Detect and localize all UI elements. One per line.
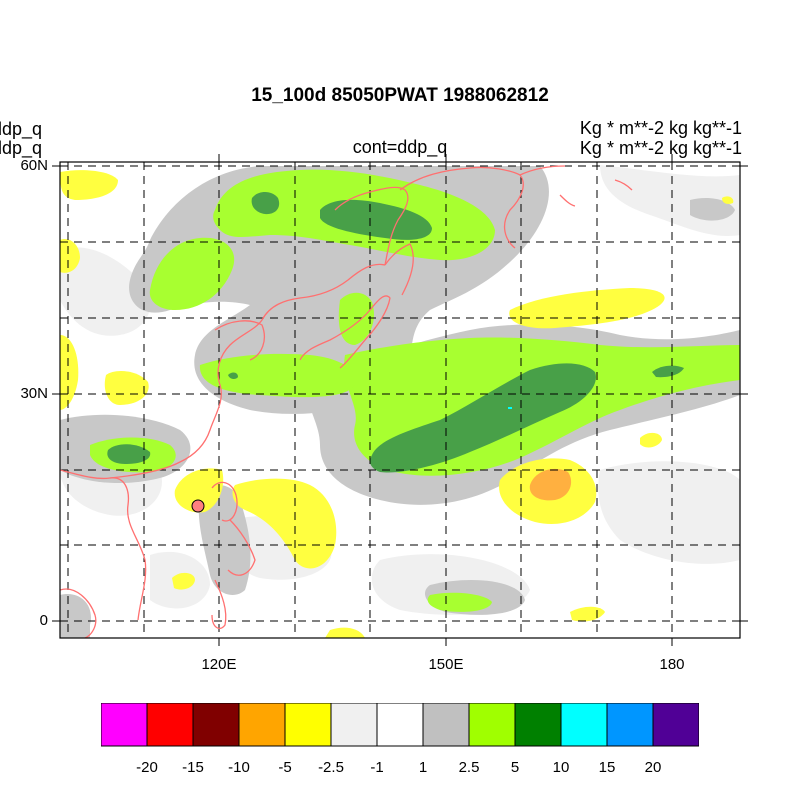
y-tick-label-60n: 60N: [20, 157, 48, 174]
colorbar-label: 5: [510, 759, 520, 776]
contour-map: [52, 154, 748, 646]
station-marker[interactable]: [191, 499, 205, 513]
contour-fill-orange: [529, 468, 572, 501]
colorbar-swatch: [284, 703, 332, 747]
colorbar-swatch: [101, 703, 148, 747]
colorbar: [101, 703, 699, 747]
colorbar-label: 2.5: [458, 759, 480, 776]
contour-fill-yellow: [60, 170, 734, 638]
coastlines: [60, 165, 633, 638]
x-tick-label-180: 180: [659, 656, 685, 673]
colorbar-swatch: [330, 703, 378, 747]
y-tick-label-0: 0: [39, 612, 48, 629]
x-tick-label-150e: 150E: [428, 656, 464, 673]
colorbar-swatch: [422, 703, 470, 747]
right-string-1: Kg * m**-2 kg kg**-1: [579, 118, 742, 138]
colorbar-swatch: [606, 703, 654, 747]
colorbar-swatch: [652, 703, 699, 747]
colorbar-label: 20: [644, 759, 662, 776]
colorbar-swatch: [146, 703, 194, 747]
colorbar-swatch: [376, 703, 424, 747]
colorbar-label: 15: [598, 759, 616, 776]
colorbar-swatch: [468, 703, 516, 747]
tick-marks: [52, 154, 748, 646]
center-string: cont=ddp_q: [352, 137, 448, 157]
grid-lines: [60, 162, 740, 638]
colorbar-swatch: [514, 703, 562, 747]
left-string-2: ddp_q: [0, 138, 43, 158]
colorbar-label: -2.5: [318, 759, 344, 776]
filled-contours: [60, 165, 740, 638]
colorbar-swatch: [560, 703, 608, 747]
colorbar-label: -15: [182, 759, 204, 776]
colorbar-label: -10: [228, 759, 250, 776]
plot-border: [59, 161, 741, 639]
colorbar-label: 10: [552, 759, 570, 776]
colorbar-label: -20: [136, 759, 158, 776]
map-title: 15_100d 85050PWAT 1988062812: [251, 85, 549, 106]
colorbar-swatch: [192, 703, 240, 747]
colorbar-label: -5: [278, 759, 292, 776]
right-string-2: Kg * m**-2 kg kg**-1: [579, 138, 742, 158]
colorbar-label: 1: [418, 759, 428, 776]
contour-fill-cyan: [508, 407, 512, 409]
left-string-1: ddp_q: [0, 119, 43, 139]
colorbar-swatch: [238, 703, 286, 747]
x-tick-label-120e: 120E: [201, 656, 237, 673]
y-tick-label-30n: 30N: [20, 385, 48, 402]
colorbar-label: -1: [370, 759, 384, 776]
